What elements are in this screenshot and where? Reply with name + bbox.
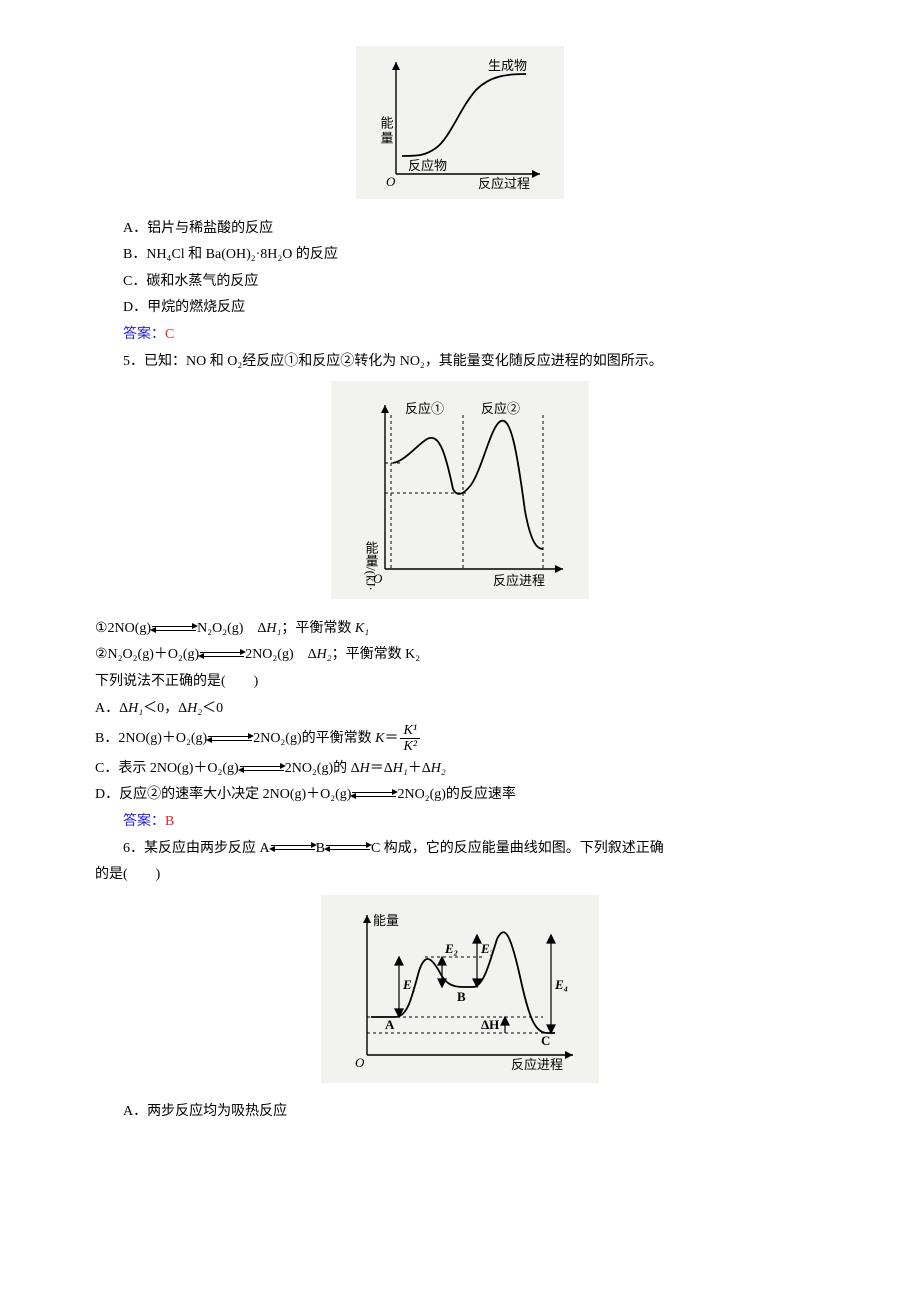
q5-eq2-rhs: 2NO₂(g) Δ — [245, 647, 316, 662]
q6-option-A: A．两步反应均为吸热反应 — [95, 1099, 825, 1126]
q5-eq1-tail: ；平衡常数 — [281, 621, 355, 636]
q5-eq1: ①2NO(g) N₂O₂(g) ΔH₁；平衡常数 K₁ — [95, 616, 825, 643]
q5-optC-3: ＝Δ — [370, 761, 393, 776]
q6-label-dH: ΔH — [481, 1017, 499, 1032]
q4-ylabel: 能量 — [379, 116, 394, 146]
q4-answer: 答案：C — [95, 322, 825, 349]
q5-optA-H1: H₁ — [128, 701, 143, 716]
q5-eq2-tail: ；平衡常数 K₂ — [332, 647, 421, 662]
q4-option-B: B．NH₄Cl 和 Ba(OH)₂·8H₂O 的反应 — [95, 242, 825, 269]
q5-label-r2: 反应② — [481, 401, 520, 416]
q5-option-C: C．表示 2NO(g)＋O₂(g) 2NO₂(g)的 ΔH＝ΔH₁＋ΔH₂ — [95, 756, 825, 783]
q5-figure-box: 反应① 反应② 能量/(kJ·mol⁻¹) 反应进程 O — [331, 381, 589, 599]
q5-optB-1: B．2NO(g)＋O₂(g) — [95, 731, 207, 746]
q5-eq1-lhs: ①2NO(g) — [95, 621, 151, 636]
q4-reactant-label: 反应物 — [408, 158, 447, 173]
q6-label-B: B — [457, 989, 466, 1004]
q4-svg: 能量 反应物 生成物 反应过程 O — [368, 56, 548, 191]
q5-figure: 反应① 反应② 能量/(kJ·mol⁻¹) 反应进程 O — [95, 381, 825, 610]
q5-optA-1: A．Δ — [95, 701, 128, 716]
frac-den: K² — [400, 739, 420, 754]
q5-option-D: D．反应②的速率大小决定 2NO(g)＋O₂(g) 2NO₂(g)的反应速率 — [95, 782, 825, 809]
q5-svg: 反应① 反应② 能量/(kJ·mol⁻¹) 反应进程 O — [343, 391, 573, 591]
q4-option-D: D．甲烷的燃烧反应 — [95, 295, 825, 322]
q5-ask: 下列说法不正确的是( ) — [95, 669, 825, 696]
q4-xlabel: 反应过程 — [478, 176, 530, 191]
q5-eq1-rhs: N₂O₂(g) Δ — [197, 621, 266, 636]
q6-stem-pre: 6．某反应由两步反应 A — [123, 841, 270, 856]
q5-K1: K₁ — [355, 621, 369, 636]
q5-answer-label: 答案： — [123, 814, 165, 829]
q4-product-label: 生成物 — [488, 58, 527, 73]
q5-optB-2: 2NO₂(g)的平衡常数 — [253, 731, 375, 746]
q6-figure-box: A B C E₁ E₂ E₃ E₄ ΔH 能量 反应进程 O — [321, 895, 599, 1083]
q4-answer-label: 答案： — [123, 327, 165, 342]
q5-optD-2: 2NO₂(g)的反应速率 — [397, 787, 515, 802]
q5-H2: H₂ — [317, 647, 332, 662]
q5-optA-H2: H₂ — [187, 701, 202, 716]
q5-stem: 5．已知：NO 和 O₂经反应①和反应②转化为 NO₂，其能量变化随反应进程的如… — [95, 349, 825, 376]
q5-optD-1: D．反应②的速率大小决定 2NO(g)＋O₂(g) — [95, 787, 351, 802]
q5-xlabel: 反应进程 — [493, 573, 545, 588]
q4-option-C: C．碳和水蒸气的反应 — [95, 269, 825, 296]
q4-figure: 能量 反应物 生成物 反应过程 O — [95, 46, 825, 210]
q6-xlabel: 反应进程 — [511, 1057, 563, 1072]
q6-label-E3: E₃ — [480, 941, 494, 956]
frac-num: K¹ — [400, 723, 420, 739]
q5-optB-eq: ＝ — [384, 731, 398, 746]
q5-label-r1: 反应① — [405, 401, 444, 416]
q5-H1: H₁ — [266, 621, 281, 636]
q5-answer-value: B — [165, 814, 174, 829]
q6-svg: A B C E₁ E₂ E₃ E₄ ΔH 能量 反应进程 O — [333, 905, 583, 1075]
q6-label-E2: E₂ — [444, 941, 458, 956]
q6-ylabel: 能量 — [373, 913, 399, 928]
q6-stem-1: 6．某反应由两步反应 ABC 构成，它的反应能量曲线如图。下列叙述正确 — [95, 836, 825, 863]
q5-eq2-lhs: ②N₂O₂(g)＋O₂(g) — [95, 647, 199, 662]
q6-stem-2: 的是( ) — [95, 862, 825, 889]
q5-origin: O — [373, 571, 383, 586]
origin-label: O — [386, 174, 396, 189]
q5-optA-3: ＜0 — [202, 701, 223, 716]
q6-label-E4: E₄ — [554, 977, 568, 992]
q4-answer-value: C — [165, 327, 174, 342]
q5-optC-2: 2NO₂(g)的 Δ — [285, 761, 360, 776]
fraction: K¹K² — [400, 723, 420, 755]
q5-optC-H2: H₂ — [431, 761, 446, 776]
q5-answer: 答案：B — [95, 809, 825, 836]
q5-optA-2: ＜0，Δ — [143, 701, 187, 716]
q5-eq2: ②N₂O₂(g)＋O₂(g) 2NO₂(g) ΔH₂；平衡常数 K₂ — [95, 642, 825, 669]
q6-origin: O — [355, 1055, 365, 1070]
q5-option-A: A．ΔH₁＜0，ΔH₂＜0 — [95, 696, 825, 723]
q6-figure: A B C E₁ E₂ E₃ E₄ ΔH 能量 反应进程 O — [95, 895, 825, 1094]
q6-label-C: C — [541, 1033, 550, 1048]
q5-optC-4: ＋Δ — [408, 761, 431, 776]
q6-label-E1: E₁ — [402, 977, 416, 992]
q6-label-A: A — [385, 1017, 395, 1032]
q5-optC-H1: H₁ — [393, 761, 408, 776]
q5-optC-H: H — [360, 761, 370, 776]
q4-option-A: A．铝片与稀盐酸的反应 — [95, 216, 825, 243]
q5-optC-1: C．表示 2NO(g)＋O₂(g) — [95, 761, 239, 776]
q5-option-B: B．2NO(g)＋O₂(g)2NO₂(g)的平衡常数 K＝K¹K² — [95, 722, 825, 756]
q4-figure-box: 能量 反应物 生成物 反应过程 O — [356, 46, 564, 199]
q6-stem-post: C 构成，它的反应能量曲线如图。下列叙述正确 — [371, 841, 664, 856]
